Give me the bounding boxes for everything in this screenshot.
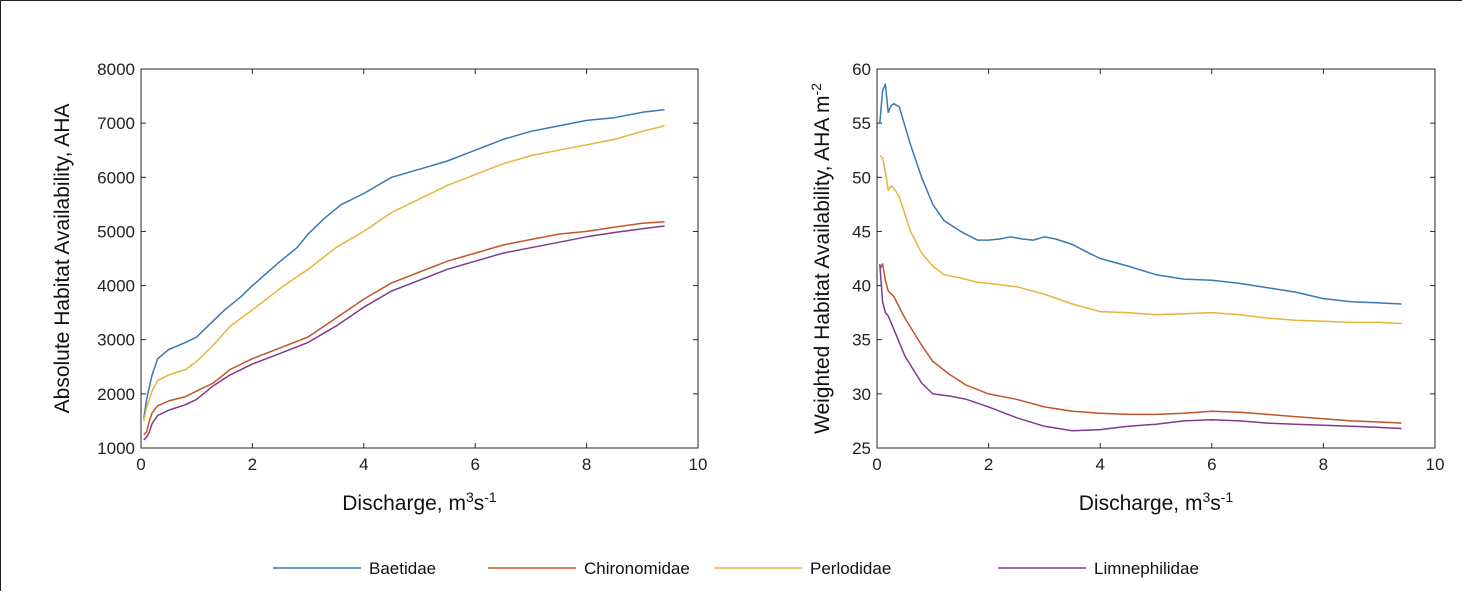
legend-label-chironomidae: Chironomidae [584,559,690,578]
y-tick-label: 2000 [97,385,135,404]
x-axis-label: Discharge, m3s-1 [342,489,497,515]
legend-label-perlodidae: Perlodidae [810,559,891,578]
series-line-baetidae [143,108,665,419]
x-tick-label: 6 [470,455,479,474]
y-tick-label: 50 [852,168,871,187]
y-tick-label: 25 [852,439,871,458]
y-tick-label: 3000 [97,331,135,350]
x-tick-label: 2 [248,455,257,474]
series-line-chironomidae [879,263,1402,424]
legend: Baetidae Chironomidae Perlodidae Limnephili… [273,559,1199,578]
legend-label-baetidae: Baetidae [369,559,436,578]
y-tick-label: 5000 [97,222,135,241]
x-tick-label: 10 [1426,455,1445,474]
x-tick-label: 8 [1319,455,1328,474]
series-line-baetidae [879,83,1402,305]
y-tick-label: 45 [852,222,871,241]
series-line-limnephilidae [143,225,665,441]
y-tick-label: 55 [852,114,871,133]
x-tick-label: 2 [984,455,993,474]
y-tick-label: 30 [852,385,871,404]
x-axis-label: Discharge, m3s-1 [1079,489,1234,515]
series-line-perlodidae [143,125,665,422]
series-line-limnephilidae [879,263,1402,432]
y-tick-label: 6000 [97,168,135,187]
series-line-perlodidae [879,155,1402,325]
y-tick-label: 40 [852,277,871,296]
y-tick-label: 7000 [97,114,135,133]
legend-label-limnephilidae: Limnephilidae [1094,559,1199,578]
y-axis-label: Absolute Habitat Availability, AHA [51,104,74,414]
panel-weighted-habitat: 0 2 4 6 8 10 25 30 35 40 45 50 55 60 Discharge, m3s-1 W… [808,60,1444,515]
plot-area-frame [140,68,699,449]
x-tick-label: 4 [359,455,368,474]
y-tick-label: 1000 [97,439,135,458]
x-tick-label: 4 [1095,455,1104,474]
x-tick-label: 6 [1207,455,1216,474]
series-line-chironomidae [143,220,665,436]
x-tick-label: 10 [689,455,708,474]
x-tick-label: 8 [582,455,591,474]
plot-area-frame [876,68,1436,449]
y-tick-label: 35 [852,331,871,350]
y-tick-label: 4000 [97,277,135,296]
y-tick-label: 8000 [97,60,135,79]
y-tick-label: 60 [852,60,871,79]
y-axis-label: Weighted Habitat Availability, AHA m-2 [808,83,834,434]
panel-absolute-habitat: 0 2 4 6 8 10 1000 2000 3000 4000 5000 6000 7000 8000 D… [51,60,707,515]
x-tick-label: 0 [136,455,145,474]
x-tick-label: 0 [872,455,881,474]
